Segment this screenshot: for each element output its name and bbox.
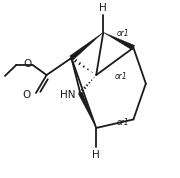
Polygon shape xyxy=(103,32,135,50)
Text: or1: or1 xyxy=(117,118,129,127)
Text: H: H xyxy=(99,3,107,13)
Polygon shape xyxy=(70,32,103,60)
Text: H: H xyxy=(92,150,100,160)
Text: or1: or1 xyxy=(115,72,127,81)
Text: O: O xyxy=(23,59,31,69)
Polygon shape xyxy=(78,92,96,128)
Text: or1: or1 xyxy=(117,29,129,38)
Text: O: O xyxy=(22,90,31,100)
Text: HN: HN xyxy=(60,90,76,100)
